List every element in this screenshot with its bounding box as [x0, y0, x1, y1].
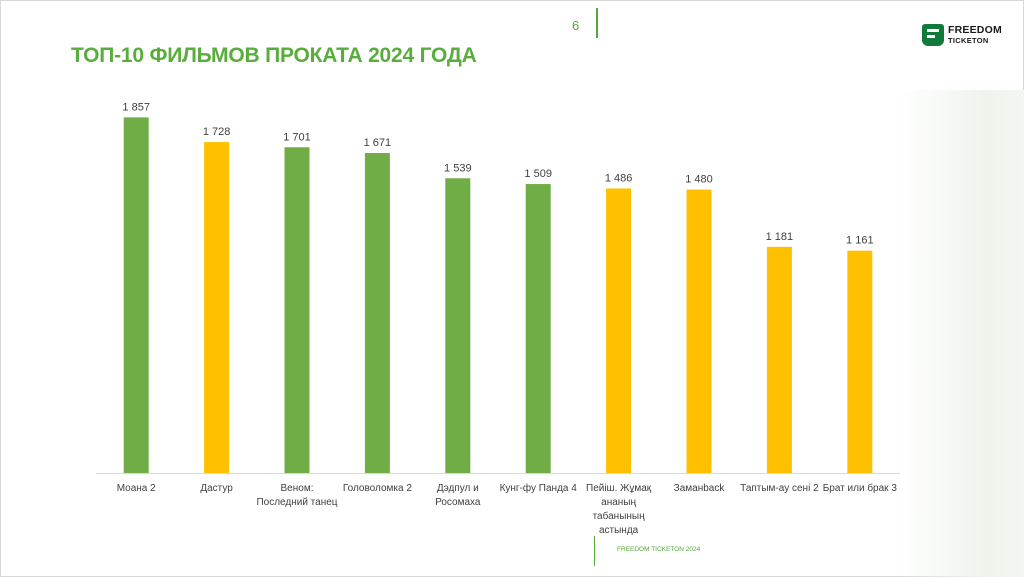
category-label-2: Дастур: [200, 483, 233, 494]
footer-text: FREEDOM TICKETON 2024: [617, 546, 701, 553]
category-label-6: Кунг-фу Панда 4: [500, 482, 578, 494]
category-label-7-line-3: табанының: [593, 510, 646, 522]
category-label-5-line-1: Дэдпул и: [437, 483, 479, 494]
background-fade: [899, 90, 1024, 577]
category-label-10: Брат или брак 3: [823, 482, 898, 494]
footer-divider: [594, 536, 595, 566]
data-label-2: 1 728: [203, 126, 231, 138]
bar-1: [123, 117, 149, 474]
bar-5: [445, 178, 471, 473]
data-label-9: 1 181: [766, 231, 794, 243]
data-label-6: 1 509: [524, 168, 552, 180]
bar-8: [686, 189, 712, 473]
data-label-7: 1 486: [605, 172, 633, 184]
bar-7: [606, 188, 632, 473]
bar-6: [525, 184, 551, 474]
data-label-10: 1 161: [846, 235, 874, 247]
category-label-7-line-1: Пейіш. Жұмақ: [586, 483, 652, 494]
data-label-4: 1 671: [364, 137, 392, 149]
data-label-8: 1 480: [685, 174, 713, 186]
data-label-5: 1 539: [444, 162, 472, 174]
category-label-8: Заманback: [674, 483, 726, 494]
data-label-1: 1 857: [122, 101, 150, 113]
page-number: 6: [572, 18, 580, 33]
logo-text-line1: FREEDOM: [948, 24, 1002, 36]
bar-4: [364, 153, 390, 474]
header-divider: [596, 8, 598, 38]
category-label-7-line-2: ананың: [601, 497, 636, 508]
category-label-1: Моана 2: [117, 483, 156, 494]
slide-title: ТОП-10 ФИЛЬМОВ ПРОКАТА 2024 ГОДА: [71, 44, 477, 67]
category-label-7-line-4: астында: [599, 525, 639, 536]
category-label-3-line-1: Веном:: [281, 483, 314, 494]
logo-text-line2: TICKETON: [948, 36, 989, 45]
bar-2: [204, 142, 230, 473]
freedom-ticketon-logo: FREEDOM TICKETON: [922, 24, 1014, 48]
category-label-3-line-2: Последний танец: [256, 497, 337, 508]
bar-9: [766, 246, 792, 473]
bar-3: [284, 147, 310, 474]
data-label-3: 1 701: [283, 131, 311, 143]
category-label-5-line-2: Росомаха: [435, 497, 481, 508]
bar-10: [847, 250, 873, 473]
category-label-9: Таптым-ау сені 2: [740, 483, 819, 494]
logo-icon: [922, 24, 944, 46]
category-label-4: Головоломка 2: [343, 483, 412, 494]
